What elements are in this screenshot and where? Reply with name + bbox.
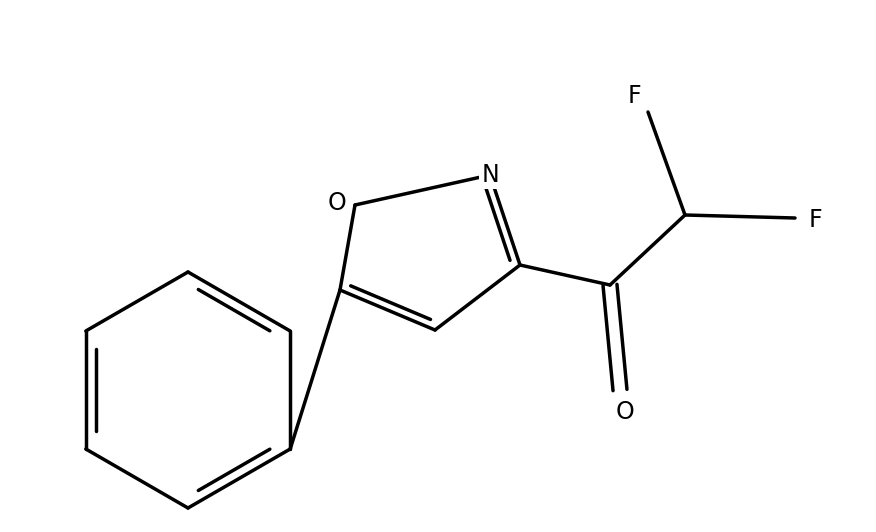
Text: F: F bbox=[809, 208, 822, 232]
Text: F: F bbox=[627, 84, 641, 108]
Text: O: O bbox=[328, 191, 346, 215]
Text: N: N bbox=[481, 163, 498, 187]
Text: O: O bbox=[616, 400, 634, 424]
